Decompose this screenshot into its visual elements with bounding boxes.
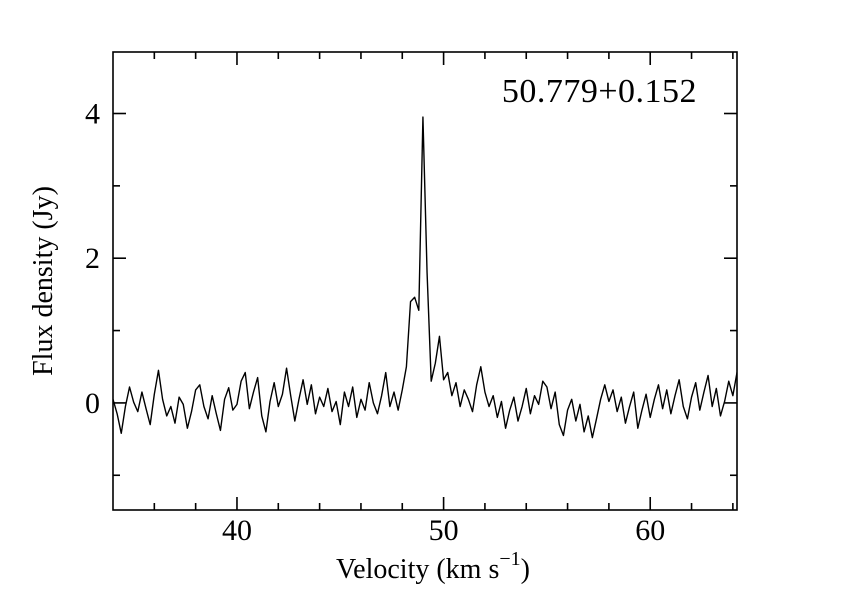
x-tick-label: 60 bbox=[635, 514, 665, 547]
x-tick-label: 50 bbox=[429, 514, 459, 547]
spectrum-line bbox=[113, 116, 737, 439]
y-tick-label: 0 bbox=[85, 387, 100, 420]
y-tick-label: 2 bbox=[85, 242, 100, 275]
source-name-label: 50.779+0.152 bbox=[502, 73, 697, 110]
plot-frame bbox=[112, 51, 738, 511]
x-axis-label: Velocity (km s−1) bbox=[336, 548, 530, 585]
y-tick-label: 4 bbox=[85, 98, 100, 131]
axis-ticks bbox=[113, 52, 737, 510]
y-axis-label: Flux density (Jy) bbox=[28, 186, 59, 376]
x-tick-label: 40 bbox=[222, 514, 252, 547]
axis-tick-labels: 40 50 60 0 2 4 bbox=[85, 98, 665, 547]
plot-border bbox=[112, 51, 738, 511]
